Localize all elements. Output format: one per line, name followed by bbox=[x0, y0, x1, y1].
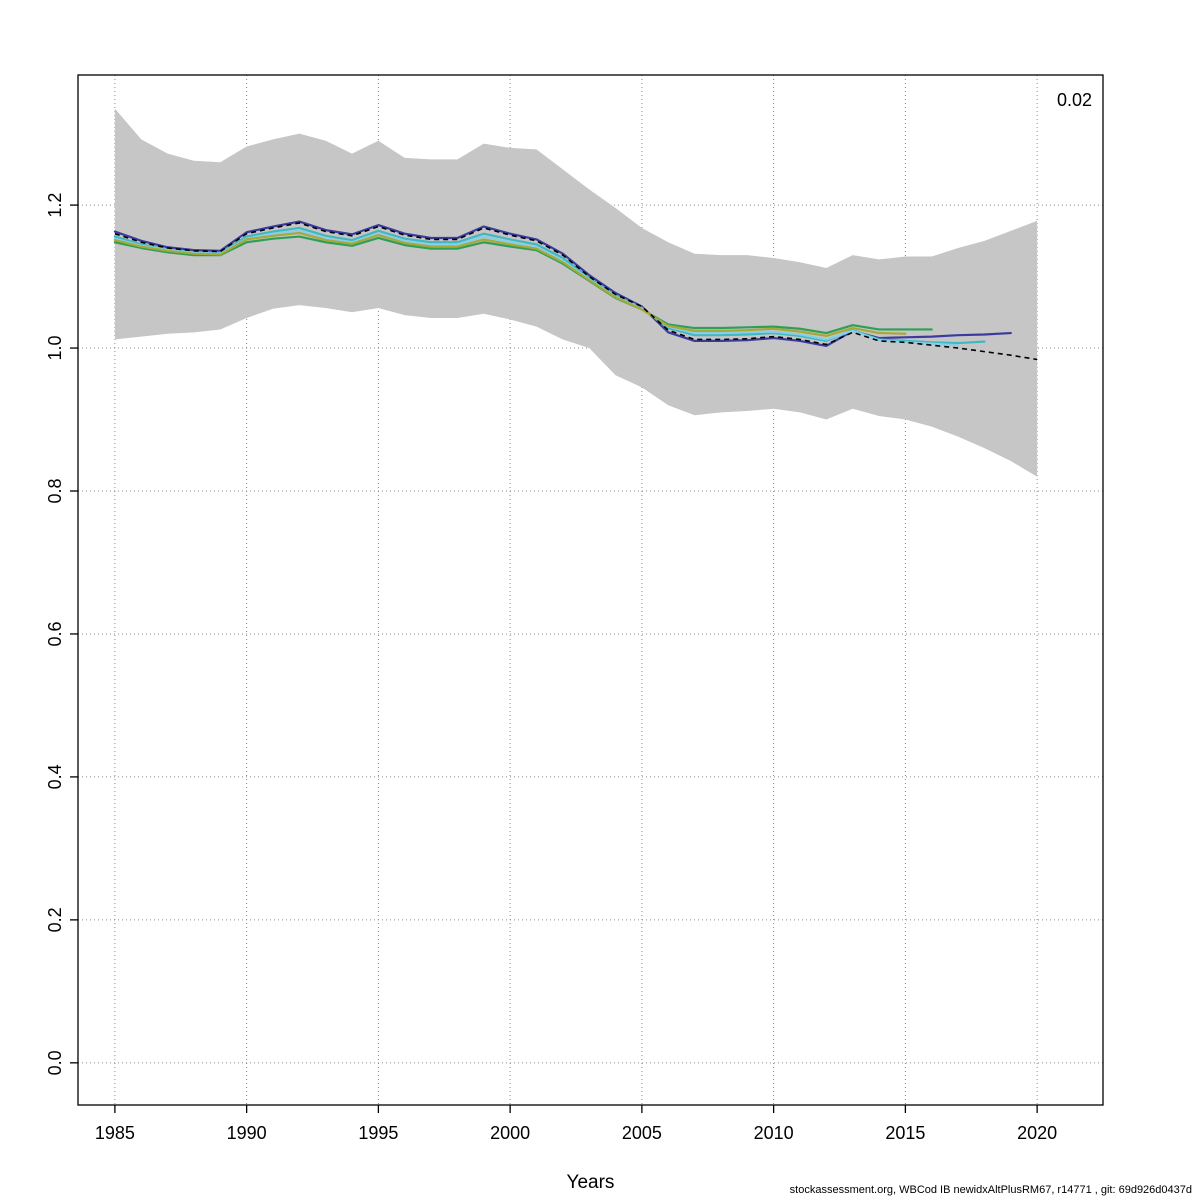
series-peel-2016 bbox=[113, 235, 933, 335]
x-tick-label: 2005 bbox=[622, 1123, 662, 1143]
y-tick-label: 0.2 bbox=[45, 907, 65, 932]
plot-border bbox=[77, 74, 1104, 1106]
series-peel-2017 bbox=[113, 229, 960, 347]
confidence-band bbox=[114, 108, 1038, 477]
series-final-run bbox=[114, 222, 1038, 361]
x-tick-label: 1985 bbox=[95, 1123, 135, 1143]
x-tick-label: 1990 bbox=[227, 1123, 267, 1143]
y-tick-label: 0.6 bbox=[45, 621, 65, 646]
y-tick-label: 0.0 bbox=[45, 1050, 65, 1075]
y-tick-label: 1.0 bbox=[45, 336, 65, 361]
x-tick-label: 1995 bbox=[358, 1123, 398, 1143]
x-tick-label: 2020 bbox=[1017, 1123, 1057, 1143]
y-tick-label: 0.8 bbox=[45, 478, 65, 503]
x-axis-title: Years bbox=[566, 1172, 615, 1193]
y-tick-label: 1.2 bbox=[45, 193, 65, 218]
x-tick-label: 2010 bbox=[754, 1123, 794, 1143]
series-peel-2015 bbox=[113, 231, 907, 337]
x-tick-label: 2000 bbox=[490, 1123, 530, 1143]
mohn-rho-annotation: 0.02 bbox=[1056, 90, 1092, 110]
y-tick-label: 0.4 bbox=[45, 764, 65, 789]
x-tick-label: 2015 bbox=[885, 1123, 925, 1143]
source-caption: stockassessment.org, WBCod IB newidxAltP… bbox=[789, 1184, 1192, 1196]
